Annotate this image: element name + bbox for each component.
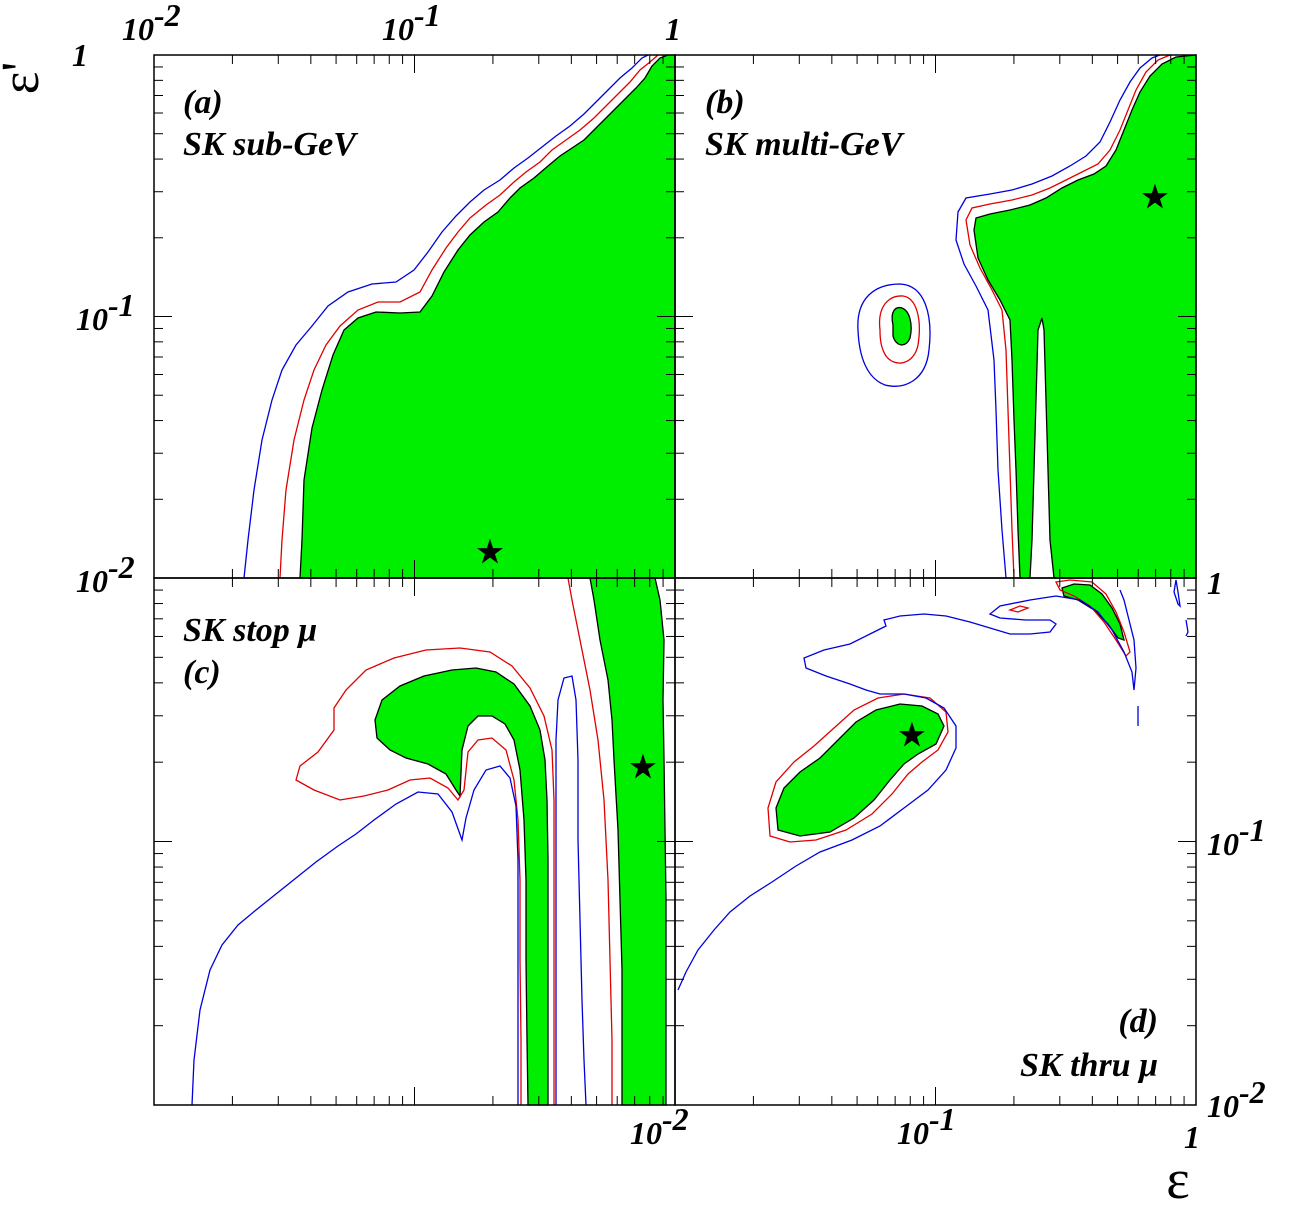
panel-d-best-fit-marker: ★ — [899, 719, 926, 752]
panel-a-allowed-region — [300, 55, 675, 578]
panel-d-contour-blue-right-1 — [1174, 580, 1180, 606]
left-tick-labels: 1 10-1 10-2 — [72, 37, 135, 599]
panel-c-sample-text: SK stop μ — [183, 612, 317, 649]
panel-b-allowed-region — [974, 55, 1196, 578]
panel-c-contour-blue — [192, 766, 518, 1105]
right-tick-1: 1 — [1207, 565, 1223, 601]
top-tick-1: 1 — [665, 11, 681, 47]
panel-b-sample: SK multi-GeV — [705, 126, 905, 163]
panel-c-allowed-region-band — [590, 578, 666, 1105]
panel-b-best-fit-marker: ★ — [1142, 181, 1169, 214]
panel-c-contour-blue-channel — [556, 676, 586, 1105]
panel-b: (b) SK multi-GeV ★ — [705, 55, 1196, 578]
panel-d-allowed-region-top — [1062, 584, 1124, 640]
top-tick-1e-2: 10-2 — [122, 0, 181, 47]
panel-a-label: (a) — [183, 84, 223, 121]
right-tick-1e-1: 10-1 — [1207, 812, 1266, 862]
panel-a-best-fit-marker: ★ — [477, 536, 504, 569]
panel-a-sample: SK sub-GeV — [183, 126, 358, 163]
right-tick-labels: 1 10-1 10-2 — [1207, 565, 1266, 1124]
top-tick-labels: 10-2 10-1 1 — [122, 0, 681, 47]
bottom-tick-1e-2: 10-2 — [630, 1101, 689, 1151]
x-axis-label: ε — [1166, 1149, 1190, 1211]
panel-c: SK stop μ (c) ★ — [183, 578, 666, 1105]
left-tick-1e-1: 10-1 — [76, 287, 135, 337]
panel-d-contour-blue — [678, 590, 1136, 990]
bottom-tick-1e-1: 10-1 — [897, 1101, 956, 1151]
left-tick-1e-2: 10-2 — [76, 549, 135, 599]
top-tick-1e-1: 10-1 — [382, 0, 441, 47]
panel-d-sample-text: SK thru μ — [1020, 1047, 1158, 1084]
panel-a: (a) SK sub-GeV ★ — [183, 55, 675, 578]
panel-d-contour-blue-right-2 — [1186, 620, 1188, 636]
panel-d-label: (d) — [1118, 1003, 1158, 1040]
panel-b-island-allowed — [892, 308, 911, 345]
bottom-tick-labels: 10-2 10-1 1 — [630, 1101, 1200, 1155]
panel-d-contour-red-dash — [1010, 606, 1028, 612]
panel-b-label: (b) — [705, 84, 745, 121]
panel-c-frame — [154, 578, 675, 1105]
left-tick-1: 1 — [72, 37, 88, 73]
panel-c-best-fit-marker: ★ — [630, 751, 657, 784]
panel-c-allowed-region-hook — [375, 668, 548, 1105]
y-axis-label: ε' — [0, 62, 50, 94]
panel-c-label: (c) — [183, 654, 221, 691]
panel-d: (d) SK thru μ ★ — [678, 580, 1188, 1084]
right-tick-1e-2: 10-2 — [1207, 1074, 1266, 1124]
